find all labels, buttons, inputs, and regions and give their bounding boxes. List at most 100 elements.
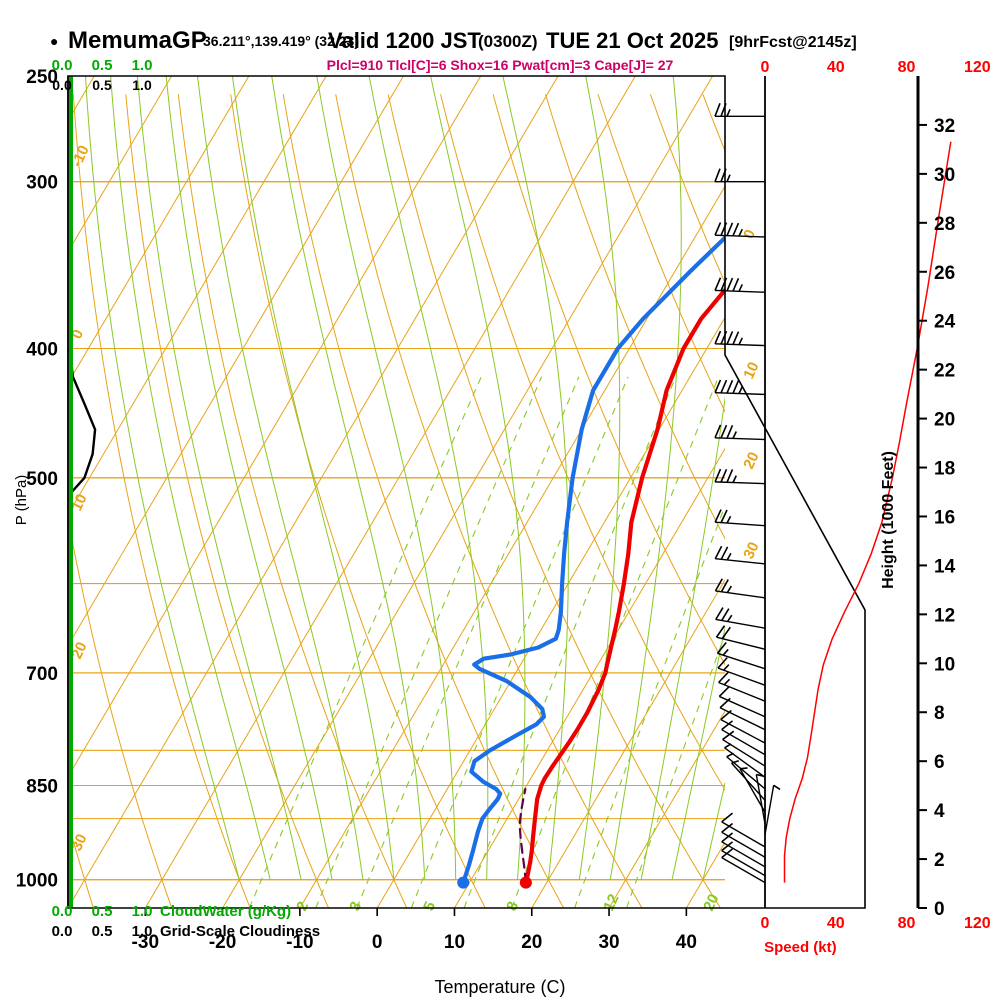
dry-adiabat-line (808, 94, 1000, 908)
cloud-scales: 0.0 0.0 0.0 0.0 0.5 0.5 0.5 0.5 1.0 1.0 1.0 1.0 Clou… (52, 57, 320, 940)
cloudiness-tick-label: 1.0 (132, 923, 153, 940)
moist-adiabat-line (85, 76, 240, 880)
wind-barb (714, 222, 766, 238)
moist-adiabat-line (231, 76, 395, 880)
wind-barb (714, 509, 766, 527)
isotherm-line (531, 578, 725, 908)
pressure-axis-label: P (hPa) (13, 475, 30, 526)
pressure-tick-label: 700 (26, 664, 58, 685)
cloudiness-tick-label-top: 0.5 (92, 77, 112, 93)
height-tick-label: 18 (934, 459, 955, 480)
wind-speed-trace (783, 141, 952, 883)
speed-tick-label: 120 (964, 915, 991, 932)
frame-outline (67, 75, 866, 909)
dry-adiabat-label: 30 (68, 831, 90, 853)
height-tick-label: 8 (934, 703, 945, 724)
wind-barb (714, 277, 766, 293)
wind-barb (718, 671, 766, 702)
mixing-ratio-line (511, 376, 720, 908)
height-tick-label: 16 (934, 507, 955, 528)
moist-adiabat-line (702, 781, 725, 880)
station-name: MemumaGP (68, 27, 207, 54)
dry-adiabat-line (72, 94, 251, 908)
isotherm-line (144, 76, 636, 908)
cloudiness-trace (68, 348, 97, 501)
speed-tick-label: 40 (827, 915, 845, 932)
temperature-tick-label: 20 (521, 932, 542, 953)
plot-frame (67, 75, 866, 909)
mixing-ratio-line (315, 376, 543, 908)
wind-barb (714, 330, 766, 347)
moist-adiabat-line (502, 76, 569, 880)
speed-tick-label: 80 (898, 915, 916, 932)
wind-barb (719, 697, 766, 731)
wind-barb (718, 686, 766, 718)
isotherm-line (454, 447, 725, 908)
parcel-trace (518, 787, 527, 884)
wind-barb (714, 379, 766, 396)
pressure-tick-label: 500 (26, 469, 58, 490)
pressure-tick-label: 1000 (16, 871, 58, 892)
isotherm-line (68, 76, 327, 516)
temperature-axis-label: Temperature (C) (434, 977, 565, 997)
isotherm-line (68, 76, 559, 908)
moist-adiabat-line (110, 76, 271, 880)
temperature-tick-label: 40 (676, 932, 697, 953)
isotherm-line (222, 76, 714, 908)
moist-adiabat-line (197, 76, 364, 880)
isotherm-line (68, 76, 173, 253)
moist-adiabat-label: 0 (740, 227, 759, 242)
moist-adiabat-label: 20 (740, 449, 762, 471)
height-tick-label: 14 (934, 556, 956, 577)
mixing-ratio-line (248, 376, 482, 908)
moist-adiabat-line (734, 76, 935, 880)
speed-tick-label: 0 (761, 915, 770, 932)
moist-adiabat-line (136, 76, 302, 880)
wind-barb (717, 657, 766, 686)
isotherm-line (68, 76, 404, 647)
moist-adiabat-line (578, 76, 621, 880)
dry-adiabat-line (755, 94, 1000, 908)
temperature-axis: -30 -20 -10 0 10 20 30 40 Temperature (C) (132, 908, 697, 997)
dry-adiabat-line (597, 94, 725, 413)
temperature-tick-label: -20 (209, 932, 236, 953)
wind-barb (721, 812, 766, 848)
height-axis-label: Height (1000 Feet) (880, 451, 897, 589)
wind-barb (716, 641, 766, 670)
height-tick-label: 0 (934, 899, 945, 920)
station-coordinates: 36.211°,139.419° (32,23) (203, 33, 359, 49)
height-tick-label: 22 (934, 361, 955, 382)
moist-adiabat-label: 10 (740, 359, 762, 381)
mixing-ratio-label: 8 (503, 899, 522, 914)
height-tick-label: 24 (934, 312, 956, 333)
isotherm-line (685, 841, 725, 908)
wind-barb (721, 848, 766, 884)
mixing-ratio-label: 2 (293, 899, 312, 914)
height-tick-label: 26 (934, 263, 955, 284)
wind-barb (714, 545, 766, 565)
dry-adiabat-line (913, 94, 1000, 908)
wind-barb (724, 743, 766, 778)
cloudiness-tick-label-top: 0.0 (52, 77, 72, 93)
dry-adiabat-line (492, 94, 725, 666)
wind-barb (721, 841, 766, 877)
cloudwater-tick-label-top: 0.5 (92, 57, 113, 74)
temperature-tick-label: -30 (132, 932, 159, 953)
height-tick-label: 32 (934, 116, 955, 137)
dry-adiabat-line (440, 94, 725, 791)
speed-tick-label-top: 120 (964, 59, 991, 76)
valid-utc-label: (0300Z) (478, 32, 538, 51)
dry-adiabat-label: 20 (68, 639, 90, 661)
mixing-ratio-label: 12 (600, 891, 622, 913)
cloudwater-tick-label-top: 0.0 (52, 57, 73, 74)
height-tick-label: 28 (934, 214, 955, 235)
height-tick-label: 4 (934, 801, 945, 822)
temperature-tick-label: 10 (444, 932, 465, 953)
dry-adiabat-line (702, 94, 725, 153)
isotherm-line (608, 710, 725, 908)
wind-barb (715, 625, 766, 650)
